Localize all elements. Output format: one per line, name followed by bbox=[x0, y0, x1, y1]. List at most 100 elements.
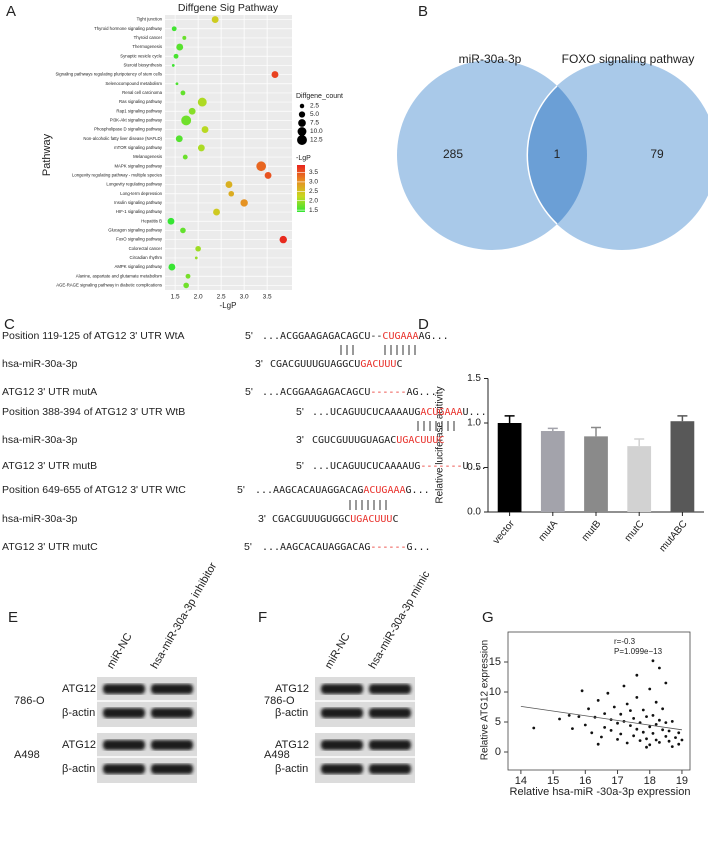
sequence-part: -- bbox=[370, 331, 382, 342]
error-bar bbox=[634, 438, 645, 447]
bubble bbox=[225, 181, 233, 189]
sequence-part: ACUGAAA bbox=[363, 485, 405, 496]
sequence-part: C bbox=[396, 359, 402, 370]
prime-label: 3' bbox=[255, 358, 263, 370]
y-tick-label: MAPK signaling pathway bbox=[114, 163, 162, 168]
panel-label: A bbox=[6, 3, 16, 20]
band bbox=[321, 684, 363, 694]
bubble bbox=[197, 97, 207, 107]
sequence-part: G... bbox=[407, 542, 431, 553]
bubble bbox=[171, 26, 177, 32]
sequence: CGUCGUUUGUAGACUGACUUUC bbox=[312, 435, 444, 446]
y-tick-label: Melanogenesis bbox=[133, 154, 162, 159]
bubble bbox=[180, 227, 186, 234]
sequence: ...ACGGAAGAGACAGCU------AG... bbox=[262, 387, 437, 398]
band bbox=[151, 740, 193, 750]
x-tick-label: mutABC bbox=[657, 519, 689, 555]
set-count: 285 bbox=[443, 147, 463, 161]
error-bar bbox=[591, 426, 601, 437]
point bbox=[648, 743, 652, 747]
sequence: ...AAGCACAUAGGACAGACUGAAAG... bbox=[255, 485, 430, 496]
point bbox=[641, 708, 645, 712]
bubble bbox=[271, 71, 279, 79]
band bbox=[151, 764, 193, 774]
point bbox=[635, 673, 639, 677]
sequence-part: ...AAGCACAUAGGACAG bbox=[255, 485, 363, 496]
y-tick-label: Colorectal cancer bbox=[129, 246, 163, 251]
panel-label: E bbox=[8, 609, 18, 626]
y-tick-label: Thyroid hormone signaling pathway bbox=[94, 26, 163, 31]
size-legend-key bbox=[299, 103, 305, 109]
bubble bbox=[175, 82, 179, 86]
cell-line-label: 786-O bbox=[14, 695, 45, 707]
y-tick-label: Longevity regulating pathway bbox=[106, 182, 163, 187]
prime-label: 5' bbox=[245, 330, 253, 342]
sequence-part: ------- bbox=[420, 461, 462, 472]
x-tick-label: mutA bbox=[537, 518, 561, 543]
point bbox=[641, 730, 645, 734]
point bbox=[661, 728, 665, 732]
x-tick-label: mutB bbox=[580, 518, 604, 543]
row-label: Position 119-125 of ATG12 3' UTR WtA bbox=[2, 330, 185, 342]
sequence-part: ...AAGCACAUAGGACAG bbox=[262, 542, 370, 553]
venn-outline bbox=[526, 85, 558, 225]
y-tick-label: Circadian rhythm bbox=[130, 255, 163, 260]
colorbar-label: 1.5 bbox=[309, 207, 318, 214]
row-label: ATG12 3' UTR mutB bbox=[2, 460, 97, 472]
prime-label: 5' bbox=[245, 386, 253, 398]
cell-line-label: 786-O bbox=[264, 695, 295, 707]
y-axis-label: Relative ATG12 expression bbox=[480, 640, 491, 760]
size-legend-key bbox=[297, 127, 307, 136]
bubble bbox=[181, 115, 192, 126]
sequence-part: C bbox=[392, 514, 398, 525]
point bbox=[629, 724, 632, 727]
bubble bbox=[188, 107, 196, 115]
fit-line bbox=[520, 706, 683, 731]
bubble bbox=[195, 245, 201, 252]
x-tick-label: mutC bbox=[623, 519, 647, 544]
error-bar bbox=[504, 415, 515, 423]
y-tick-label: Steroid biosynthesis bbox=[124, 63, 162, 68]
sequence: ...ACGGAAGAGACAGCU--CUGAAAAG... bbox=[262, 331, 449, 342]
point bbox=[616, 721, 619, 725]
size-legend-label: 7.5 bbox=[310, 120, 319, 127]
sequence: ...UCAGUUCUCAAAAUG-------U... bbox=[312, 461, 487, 472]
bar bbox=[670, 421, 695, 512]
y-axis-label: Relative luciferase acitivity bbox=[435, 386, 446, 503]
point bbox=[657, 666, 661, 670]
prime-label: 5' bbox=[296, 406, 304, 418]
sequence-part: U... bbox=[463, 407, 487, 418]
band bbox=[103, 684, 145, 694]
y-tick-label: Selenocompound metabolism bbox=[105, 81, 162, 86]
point bbox=[625, 702, 629, 706]
point bbox=[635, 696, 639, 699]
y-tick-label: Longevity regulating pathway - multiple … bbox=[72, 173, 162, 178]
prime-label: 3' bbox=[258, 513, 266, 525]
y-tick-label: 0.0 bbox=[467, 507, 481, 518]
bubble bbox=[228, 190, 235, 197]
point bbox=[558, 717, 561, 721]
y-tick-label: 1.0 bbox=[467, 418, 481, 429]
x-tick-label: 2.5 bbox=[217, 294, 226, 301]
y-tick-label: Long-term depression bbox=[120, 191, 162, 196]
sequence-part: CGUCGUUUGUAGAC bbox=[312, 435, 396, 446]
colorbar-label: 2.5 bbox=[309, 188, 318, 195]
point bbox=[600, 735, 603, 739]
point bbox=[603, 712, 607, 715]
size-legend-title: Diffgene_count bbox=[296, 93, 343, 100]
point bbox=[667, 729, 671, 733]
cell-line-label: A498 bbox=[264, 749, 290, 761]
point bbox=[645, 745, 648, 749]
point bbox=[603, 726, 607, 729]
bubble bbox=[279, 235, 287, 244]
colorbar-label: 2.0 bbox=[309, 197, 318, 204]
size-legend-label: 2.5 bbox=[310, 103, 319, 110]
set-label: FOXO signaling pathway bbox=[562, 52, 695, 66]
band bbox=[369, 764, 411, 774]
size-legend-label: 5.0 bbox=[310, 111, 319, 118]
x-tick-label: 17 bbox=[611, 775, 623, 787]
sequence-part: CUGAAA bbox=[382, 331, 418, 342]
panel-label: G bbox=[482, 609, 494, 626]
size-legend-key bbox=[298, 119, 306, 127]
